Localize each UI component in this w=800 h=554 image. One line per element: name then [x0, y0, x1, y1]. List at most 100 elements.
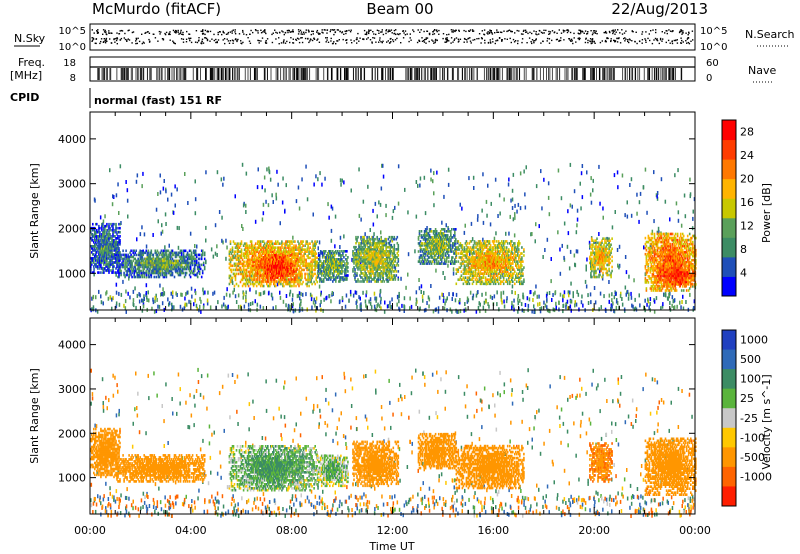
echo-cell [279, 246, 281, 249]
nsky-point [292, 31, 294, 33]
scatter-cell [222, 240, 224, 245]
echo-cell [142, 261, 144, 265]
echo-cell [303, 258, 305, 262]
echo-cell [169, 265, 172, 269]
echo-cell [160, 261, 163, 265]
nsky-point [177, 31, 179, 33]
nsky-point [639, 40, 641, 43]
nsky-point [135, 38, 138, 41]
echo-cell [119, 259, 121, 262]
echo-cell [309, 270, 311, 274]
echo-cell [141, 263, 143, 267]
nsky-label: N.Sky [14, 32, 46, 45]
echo-cell [159, 263, 162, 267]
echo-cell [250, 256, 253, 260]
echo-cell [160, 263, 163, 267]
scatter-cell [338, 300, 341, 305]
echo-cell [160, 249, 163, 253]
nsky-point [472, 30, 474, 32]
echo-cell [101, 253, 103, 256]
nsky-point [216, 41, 218, 44]
echo-cell [294, 280, 296, 284]
echo-cell [186, 253, 189, 257]
nsky-point [631, 40, 633, 42]
echo-cell [303, 256, 305, 260]
echo-cell [92, 259, 94, 262]
echo-cell [251, 266, 254, 270]
station-title: McMurdo (fitACF) [92, 0, 221, 18]
echo-cell [111, 255, 113, 258]
nsky-point [444, 41, 446, 43]
echo-cell [244, 246, 247, 249]
echo-cell [269, 282, 271, 286]
scatter-cell [454, 298, 457, 303]
nsky-point [346, 30, 348, 32]
echo-cell [280, 250, 282, 253]
nsky-point [591, 40, 594, 43]
echo-cell [268, 280, 270, 284]
echo-cell [118, 249, 120, 252]
echo-cell [190, 269, 193, 273]
echo-cell [290, 248, 292, 251]
scatter-cell [134, 286, 136, 291]
echo-cell [242, 244, 245, 247]
nsky-point [260, 29, 262, 31]
nsky-point [433, 42, 435, 44]
nsky-point [438, 33, 440, 35]
nsky-point [271, 41, 274, 44]
echo-cell [250, 252, 253, 255]
echo-cell [281, 244, 283, 247]
scatter-cell [570, 281, 572, 286]
echo-cell [228, 282, 231, 286]
echo-cell [259, 266, 262, 269]
nsky-point [438, 29, 440, 32]
echo-cell [170, 267, 173, 271]
scatter-cell [312, 300, 315, 305]
echo-cell [285, 276, 287, 280]
nsky-point [100, 38, 103, 40]
echo-cell [310, 252, 312, 255]
echo-cell [308, 272, 310, 276]
scatter-cell [539, 307, 541, 311]
echo-cell [159, 257, 162, 261]
echo-cell [202, 261, 205, 265]
echo-cell [257, 254, 260, 257]
echo-cell [119, 267, 121, 271]
scatter-cell [138, 299, 141, 304]
scatter-cell [380, 230, 382, 235]
echo-cell [283, 276, 285, 280]
echo-cell [96, 265, 98, 268]
scatter-cell [563, 290, 566, 295]
scatter-cell [605, 309, 607, 313]
scatter-cell [136, 237, 138, 242]
echo-cell [269, 242, 271, 245]
echo-cell [298, 284, 300, 288]
echo-cell [250, 244, 253, 247]
echo-cell [148, 271, 151, 275]
echo-cell [138, 273, 140, 277]
echo-cell [182, 253, 185, 257]
echo-cell [102, 230, 104, 234]
scatter-cell [350, 188, 352, 193]
echo-cell [105, 245, 107, 248]
nsky-point [231, 39, 234, 41]
nsky-point [628, 38, 631, 40]
echo-cell [175, 261, 178, 265]
nsky-point [324, 29, 326, 31]
echo-cell [248, 252, 251, 255]
scatter-cell [524, 303, 527, 307]
echo-cell [120, 273, 122, 277]
echo-cell [148, 269, 151, 273]
echo-cell [187, 261, 190, 265]
scatter-cell [533, 310, 535, 314]
nsky-point [308, 30, 310, 32]
scatter-cell [616, 248, 619, 252]
echo-cell [121, 263, 123, 267]
echo-cell [112, 239, 114, 242]
echo-cell [90, 271, 92, 274]
scatter-cell [398, 299, 400, 304]
echo-cell [114, 261, 116, 264]
scatter-cell [569, 290, 571, 295]
echo-cell [202, 263, 205, 267]
echo-cell [157, 255, 160, 259]
